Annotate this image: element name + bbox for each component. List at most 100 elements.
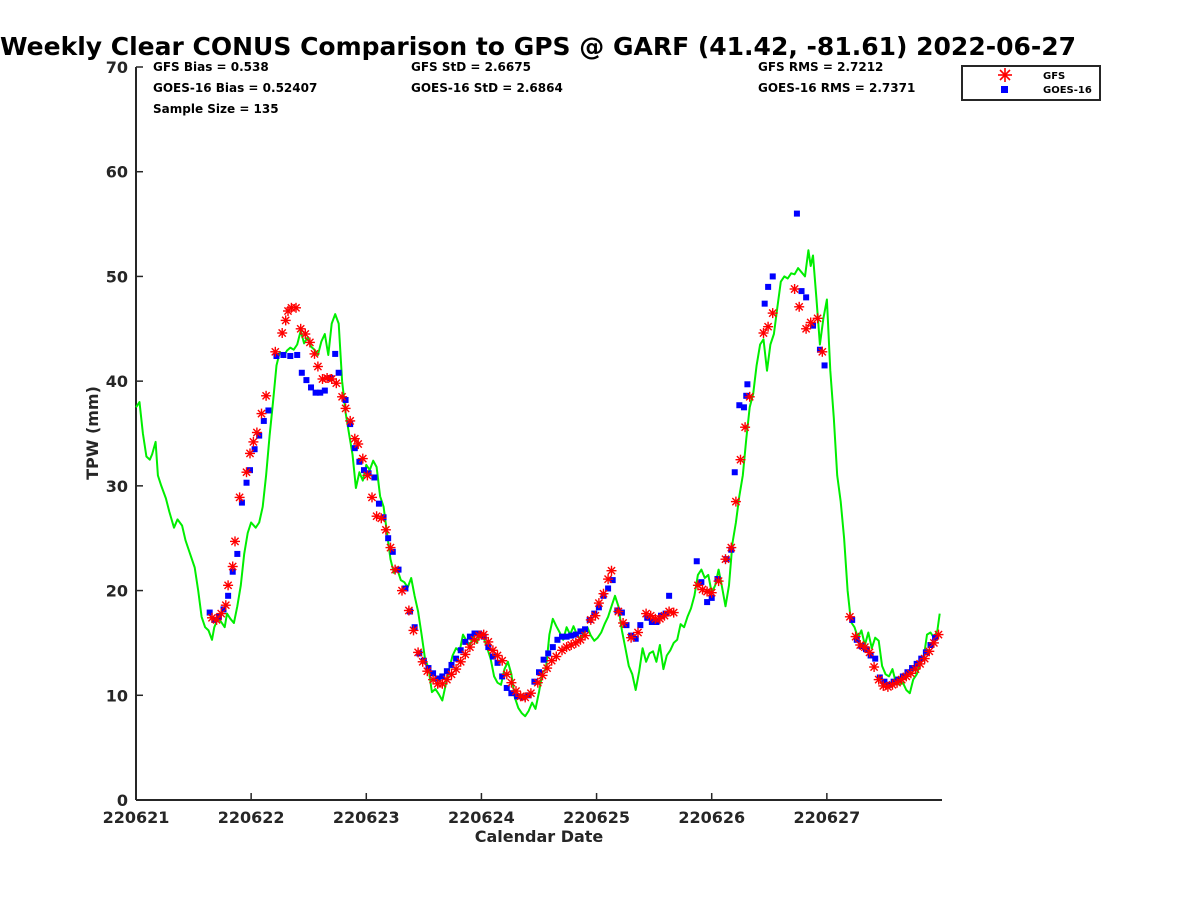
data-point-goes-16 xyxy=(554,636,561,643)
data-point-goes-16 xyxy=(260,417,267,424)
data-point-goes-16 xyxy=(769,273,776,280)
data-point-gfs xyxy=(357,453,368,464)
data-point-gfs xyxy=(744,391,755,402)
data-point-goes-16 xyxy=(317,389,324,396)
data-point-gfs xyxy=(606,565,617,576)
data-point-gfs xyxy=(789,284,800,294)
y-ticks: 0 10 20 30 40 50 60 70 xyxy=(106,58,143,810)
data-point-gfs xyxy=(295,323,306,334)
legend-goes-label: GOES-16 xyxy=(1043,85,1092,96)
data-point-goes-16 xyxy=(453,655,460,662)
data-point-goes-16 xyxy=(411,624,418,631)
data-point-gfs xyxy=(869,662,880,672)
data-point-goes-16 xyxy=(693,558,700,565)
data-point-goes-16 xyxy=(234,550,241,557)
data-point-gfs xyxy=(241,467,252,478)
data-point-gfs xyxy=(277,328,288,338)
data-point-gfs xyxy=(720,554,731,565)
data-point-gfs xyxy=(928,637,939,648)
data-point-goes-16 xyxy=(577,628,584,635)
stats-block: GFS Bias = 0.538 GOES-16 Bias = 0.52407 … xyxy=(153,60,915,116)
legend-gfs-marker xyxy=(998,68,1012,82)
data-point-gfs xyxy=(234,492,245,503)
data-point-goes-16 xyxy=(360,467,367,474)
data-point-gfs xyxy=(220,600,231,611)
data-point-goes-16 xyxy=(881,678,888,685)
data-point-goes-16 xyxy=(448,661,455,668)
data-point-goes-16 xyxy=(499,673,506,680)
x-tick-label: 220623 xyxy=(333,808,400,827)
series-layer xyxy=(135,210,944,718)
stat-gfs-bias: GFS Bias = 0.538 xyxy=(153,60,269,74)
data-point-gfs xyxy=(511,686,521,697)
y-axis-label: TPW (mm) xyxy=(83,386,102,480)
data-point-gfs xyxy=(501,669,512,680)
data-point-gfs xyxy=(613,606,624,617)
data-point-goes-16 xyxy=(308,384,315,391)
data-point-goes-16 xyxy=(582,626,589,633)
data-point-goes-16 xyxy=(251,446,258,453)
data-point-gfs xyxy=(300,329,311,339)
data-point-goes-16 xyxy=(922,649,929,656)
data-point-goes-16 xyxy=(371,474,378,481)
data-point-goes-16 xyxy=(632,635,639,642)
data-point-goes-16 xyxy=(287,353,294,360)
data-point-goes-16 xyxy=(294,351,301,358)
data-point-gfs xyxy=(270,346,281,357)
data-point-goes-16 xyxy=(457,647,464,654)
data-point-goes-16 xyxy=(425,665,432,672)
data-point-gfs xyxy=(291,302,301,313)
data-point-gfs xyxy=(506,677,517,688)
data-point-goes-16 xyxy=(549,644,556,651)
data-point-gfs xyxy=(626,632,637,643)
data-point-goes-16 xyxy=(246,467,253,474)
y-tick-label: 0 xyxy=(117,791,128,810)
data-point-gfs xyxy=(460,649,471,660)
data-point-goes-16 xyxy=(489,653,496,660)
data-point-gfs xyxy=(385,542,396,553)
data-point-goes-16 xyxy=(298,369,305,376)
stat-goes-rms: GOES-16 RMS = 2.7371 xyxy=(758,81,915,95)
chart-title: Weekly Clear CONUS Comparison to GPS @ G… xyxy=(0,32,1076,61)
data-point-goes-16 xyxy=(803,294,810,301)
data-point-gfs xyxy=(403,605,414,616)
data-point-gfs xyxy=(850,631,861,642)
data-point-gfs xyxy=(497,655,508,666)
x-tick-label: 220625 xyxy=(563,808,630,827)
data-point-goes-16 xyxy=(666,592,673,599)
data-point-goes-16 xyxy=(853,636,860,643)
data-point-goes-16 xyxy=(708,594,715,601)
data-point-goes-16 xyxy=(798,288,805,295)
data-point-gfs xyxy=(422,666,433,677)
data-point-goes-16 xyxy=(540,656,547,663)
data-point-goes-16 xyxy=(243,479,250,486)
stat-gfs-rms: GFS RMS = 2.7212 xyxy=(758,60,883,74)
data-point-gfs xyxy=(864,647,875,658)
data-point-gfs xyxy=(312,361,323,372)
data-point-gfs xyxy=(230,536,240,547)
y-tick-label: 60 xyxy=(106,163,128,182)
data-point-gfs xyxy=(919,653,930,664)
stat-goes-bias: GOES-16 Bias = 0.52407 xyxy=(153,81,317,95)
data-point-goes-16 xyxy=(380,514,387,521)
data-point-goes-16 xyxy=(229,568,236,575)
data-point-goes-16 xyxy=(743,392,750,399)
data-point-gfs xyxy=(251,427,262,438)
legend-gfs-label: GFS xyxy=(1043,71,1065,82)
legend-goes-marker xyxy=(1001,86,1008,93)
data-point-goes-16 xyxy=(206,609,213,616)
data-point-gfs xyxy=(726,542,737,553)
data-point-goes-16 xyxy=(572,631,579,638)
data-point-gfs xyxy=(706,587,717,598)
data-point-gfs xyxy=(248,436,259,447)
data-point-goes-16 xyxy=(508,690,515,697)
y-tick-label: 30 xyxy=(106,477,128,496)
data-point-goes-16 xyxy=(609,577,616,584)
data-point-goes-16 xyxy=(503,684,510,691)
stat-goes-std: GOES-16 StD = 2.6864 xyxy=(411,81,563,95)
data-point-goes-16 xyxy=(439,673,446,680)
data-point-gfs xyxy=(598,588,609,599)
data-point-goes-16 xyxy=(909,665,916,672)
data-point-gfs xyxy=(345,415,356,426)
data-point-gfs xyxy=(873,674,884,685)
